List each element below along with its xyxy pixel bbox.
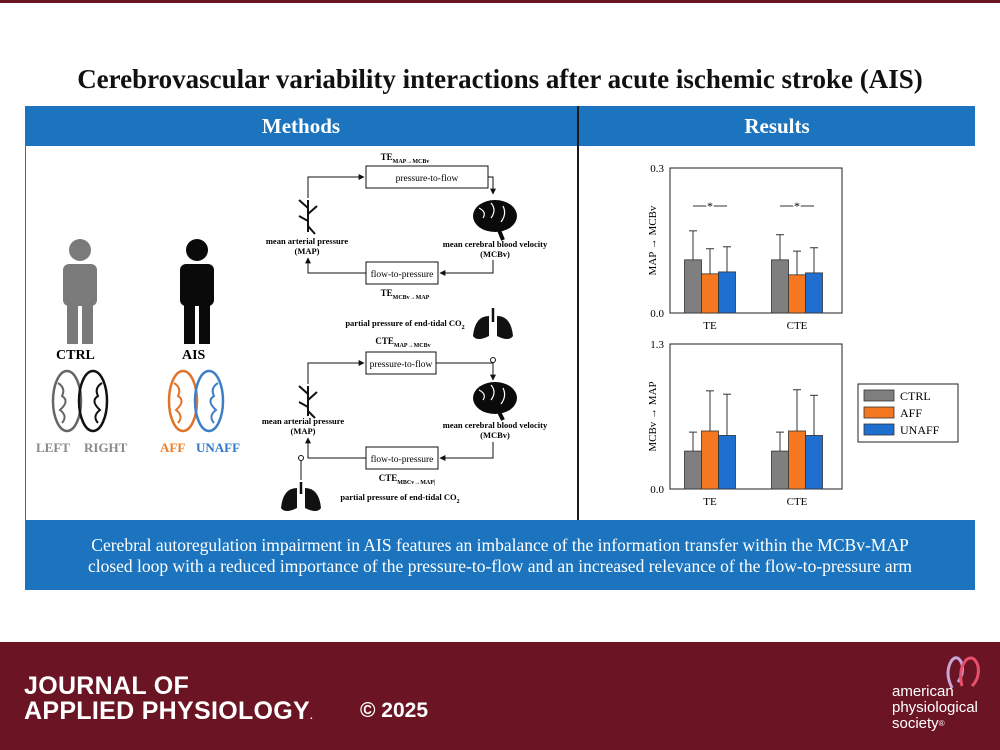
column-divider — [577, 106, 579, 520]
pressure-to-flow-label: pressure-to-flow — [396, 173, 459, 184]
cte-loop-diagram: CTEMAP→MCBv pressure-to-flow mean arteri… — [262, 336, 548, 511]
bar — [788, 430, 806, 490]
legend-label: CTRL — [900, 389, 931, 403]
bar — [684, 259, 702, 314]
ctrl-brain-right-label: RIGHT — [84, 440, 128, 455]
flow-to-pressure-label-2: flow-to-pressure — [371, 454, 434, 465]
y-axis-label: MCBv → MAP — [647, 381, 659, 451]
map-label: mean arterial pressure — [266, 236, 349, 246]
legend-swatch — [863, 389, 895, 402]
conclusion-line-1: Cerebral autoregulation impairment in AI… — [91, 535, 909, 555]
cte-top-label: CTEMAP→MCBv — [375, 336, 430, 349]
conclusion-line-2: closed loop with a reduced importance of… — [87, 556, 913, 576]
x-tick-label: TE — [703, 496, 717, 508]
results-charts: 0.0 0.3 MAP → MCBv TE * CTE * 0.0 1.3 MCBv → MAP T… — [647, 163, 959, 508]
bar — [805, 435, 823, 490]
ais-brain-aff-label: AFF — [160, 440, 186, 455]
bar — [718, 271, 736, 314]
vessel-icon — [298, 199, 318, 235]
ais-person-icon — [180, 239, 214, 344]
results-header: Results — [579, 106, 975, 146]
x-tick-label: TE — [703, 320, 717, 332]
mcbv-label-2: mean cerebral blood velocity — [443, 420, 548, 430]
content-panel — [25, 146, 976, 520]
mcbv-label: mean cerebral blood velocity — [443, 239, 548, 249]
legend-label: AFF — [900, 406, 922, 420]
journal-logo: JOURNAL OF APPLIED PHYSIOLOGY. — [24, 672, 314, 725]
y-tick-label: 0.0 — [650, 484, 664, 496]
y-tick-label: 1.3 — [650, 339, 664, 351]
map-label-2: mean arterial pressure — [262, 416, 345, 426]
bar — [788, 274, 806, 314]
bar — [771, 450, 789, 490]
methods-header: Methods — [25, 106, 577, 146]
te-loop-diagram: TEMAP→MCBv pressure-to-flow mean arteria… — [266, 152, 548, 339]
flow-to-pressure-label: flow-to-pressure — [371, 269, 434, 280]
co2-label-top: partial pressure of end-tidal CO2 — [345, 318, 464, 331]
bar — [805, 272, 823, 314]
ctrl-person-icon — [63, 239, 97, 344]
lungs-icon — [473, 308, 513, 339]
cte-bottom-label: CTEMBCv→MAP| — [379, 473, 436, 486]
bar — [684, 450, 702, 490]
ctrl-label: CTRL — [56, 348, 95, 363]
y-tick-label: 0.0 — [650, 308, 664, 320]
brain-icon-2 — [473, 382, 517, 421]
society-logo-icon — [946, 656, 980, 689]
footer: JOURNAL OF APPLIED PHYSIOLOGY. © 2025 am… — [0, 642, 1000, 750]
te-bottom-label: TEMCBv→MAP — [381, 288, 430, 301]
svg-text:(MAP): (MAP) — [294, 246, 319, 256]
te-top-label: TEMAP→MCBv — [381, 152, 430, 165]
bar — [701, 430, 719, 490]
legend-swatch — [863, 423, 895, 436]
pressure-to-flow-label-2: pressure-to-flow — [370, 359, 433, 370]
bar — [718, 435, 736, 490]
y-tick-label: 0.3 — [650, 163, 664, 175]
vessel-icon-2 — [298, 385, 318, 419]
society-name: american physiological society® — [892, 683, 978, 732]
significance-star: * — [707, 199, 713, 213]
top-accent-line — [0, 0, 1000, 3]
bar — [701, 273, 719, 314]
ais-brain-icon — [167, 369, 225, 433]
page-title: Cerebrovascular variability interactions… — [77, 64, 923, 94]
ais-label: AIS — [182, 348, 206, 363]
svg-text:(MAP): (MAP) — [290, 426, 315, 436]
lungs-icon-2 — [281, 482, 321, 511]
x-tick-label: CTE — [787, 320, 808, 332]
legend-swatch — [863, 406, 895, 419]
ctrl-brain-left-label: LEFT — [36, 440, 70, 455]
co2-label-bottom: partial pressure of end-tidal CO2 — [340, 492, 459, 505]
svg-text:(MCBv): (MCBv) — [480, 249, 510, 259]
ctrl-brain-icon — [51, 369, 109, 433]
y-axis-label: MAP → MCBv — [647, 205, 659, 275]
legend-label: UNAFF — [900, 423, 940, 437]
ais-brain-unaff-label: UNAFF — [196, 440, 241, 455]
copyright: © 2025 — [360, 699, 429, 722]
bar — [771, 259, 789, 314]
conclusion-banner: Cerebral autoregulation impairment in AI… — [25, 520, 975, 590]
brain-icon — [473, 200, 517, 241]
significance-star: * — [794, 199, 800, 213]
x-tick-label: CTE — [787, 496, 808, 508]
svg-text:(MCBv): (MCBv) — [480, 430, 510, 440]
